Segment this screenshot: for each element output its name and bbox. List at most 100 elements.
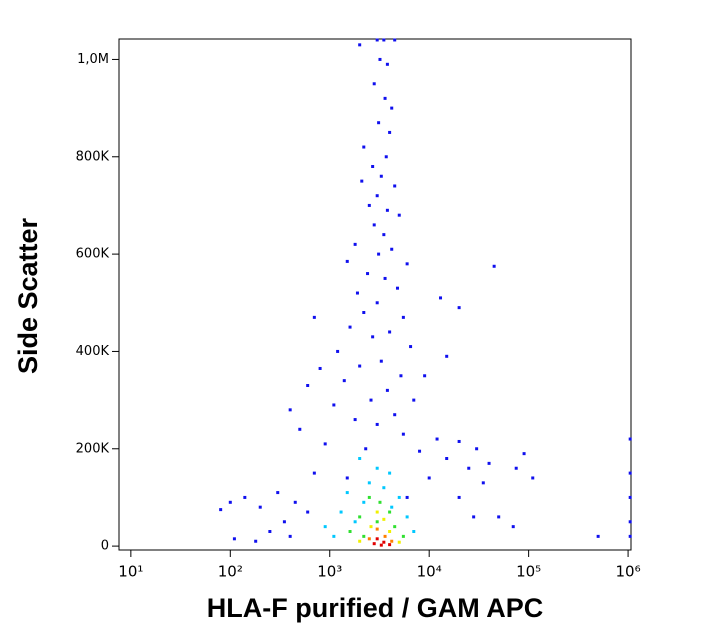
x-tick-label: 10³ [317, 563, 342, 581]
point [232, 537, 236, 541]
point [382, 540, 386, 544]
point [378, 500, 382, 504]
point [358, 515, 362, 519]
point [345, 476, 349, 480]
point [596, 534, 600, 538]
point [298, 427, 302, 431]
x-axis-label: HLA-F purified / GAM APC [207, 593, 543, 623]
point [395, 286, 399, 290]
point [375, 537, 379, 541]
point [393, 38, 397, 42]
point [364, 447, 368, 451]
point [348, 530, 352, 534]
point [409, 345, 413, 349]
point [393, 413, 397, 417]
point [423, 374, 427, 378]
point [360, 179, 364, 183]
point [362, 311, 366, 315]
point [399, 374, 403, 378]
point [457, 495, 461, 499]
point [375, 527, 379, 531]
point [358, 364, 362, 368]
point [372, 542, 376, 546]
point [358, 539, 362, 543]
point [332, 534, 336, 538]
y-tick-label: 600K [76, 247, 110, 262]
x-tick-label: 10⁴ [417, 563, 442, 581]
point [435, 437, 439, 441]
point [358, 43, 362, 47]
x-tick-label: 10⁵ [516, 563, 541, 581]
point [312, 315, 316, 319]
point [397, 213, 401, 217]
point [342, 379, 346, 383]
point [467, 466, 471, 470]
point [382, 486, 386, 490]
y-tick-label: 400K [76, 344, 110, 359]
point [371, 335, 375, 339]
point [628, 534, 632, 538]
point [377, 121, 381, 125]
point [511, 525, 515, 529]
plot-frame [118, 38, 632, 551]
point [439, 296, 443, 300]
x-tick-label: 10¹ [118, 563, 143, 581]
point [393, 525, 397, 529]
point [366, 272, 370, 276]
point [628, 520, 632, 524]
point [345, 491, 349, 495]
point [219, 508, 223, 512]
point [353, 418, 357, 422]
point [412, 530, 416, 534]
point [382, 517, 386, 521]
y-tick-label: 0 [101, 539, 109, 554]
point [243, 495, 247, 499]
point [336, 349, 340, 353]
point [382, 233, 386, 237]
point [375, 194, 379, 198]
point [367, 495, 371, 499]
point [306, 510, 310, 514]
point [379, 174, 383, 178]
point [379, 359, 383, 363]
point [384, 155, 388, 159]
point [418, 449, 422, 453]
point [385, 62, 389, 66]
point [332, 403, 336, 407]
point [362, 500, 366, 504]
point [401, 534, 405, 538]
y-tick-label: 800K [76, 149, 110, 164]
point [355, 291, 359, 295]
point [372, 82, 376, 86]
point [388, 530, 392, 534]
x-tick-label: 10² [218, 563, 243, 581]
point [397, 495, 401, 499]
point [390, 247, 394, 251]
point [367, 537, 371, 541]
point [362, 534, 366, 538]
point [379, 543, 383, 547]
point [388, 471, 392, 475]
point [254, 539, 258, 543]
point [388, 543, 392, 547]
point [401, 315, 405, 319]
point [362, 145, 366, 149]
x-tick-label: 10⁶ [616, 563, 641, 581]
point [293, 500, 297, 504]
point [323, 442, 327, 446]
point [475, 447, 479, 451]
point [628, 495, 632, 499]
point [383, 96, 387, 100]
point [385, 208, 389, 212]
point [487, 461, 491, 465]
point [353, 520, 357, 524]
point [531, 476, 535, 480]
point [276, 491, 280, 495]
point [375, 520, 379, 524]
point [383, 276, 387, 280]
point [497, 515, 501, 519]
point [306, 384, 310, 388]
point [288, 534, 292, 538]
point [405, 495, 409, 499]
